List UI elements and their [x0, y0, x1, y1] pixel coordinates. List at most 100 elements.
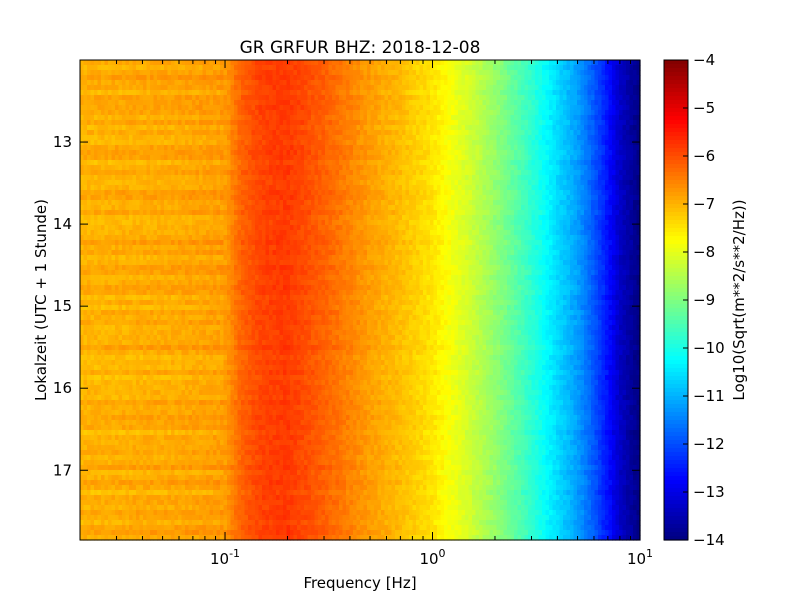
heatmap-cell: [342, 135, 347, 141]
heatmap-cell: [468, 120, 473, 126]
heatmap-cell: [482, 65, 487, 71]
heatmap-cell: [377, 155, 382, 161]
heatmap-cell: [90, 205, 95, 211]
heatmap-cell: [279, 160, 284, 166]
heatmap-cell: [556, 185, 561, 191]
heatmap-cell: [409, 75, 414, 81]
heatmap-cell: [412, 175, 417, 181]
heatmap-cell: [587, 115, 592, 121]
heatmap-cell: [500, 65, 505, 71]
heatmap-cell: [139, 155, 144, 161]
heatmap-cell: [160, 160, 165, 166]
heatmap-cell: [342, 200, 347, 206]
heatmap-cell: [87, 170, 92, 176]
heatmap-cell: [419, 120, 424, 126]
heatmap-cell: [125, 150, 130, 156]
heatmap-cell: [143, 175, 148, 181]
heatmap-cell: [178, 60, 183, 66]
heatmap-cell: [265, 200, 270, 206]
heatmap-cell: [524, 160, 529, 166]
heatmap-cell: [367, 200, 372, 206]
heatmap-cell: [272, 105, 277, 111]
heatmap-cell: [276, 170, 281, 176]
heatmap-cell: [181, 130, 186, 136]
heatmap-cell: [584, 100, 589, 106]
heatmap-cell: [174, 180, 179, 186]
heatmap-cell: [629, 140, 634, 146]
heatmap-cell: [318, 165, 323, 171]
heatmap-cell: [398, 70, 403, 76]
heatmap-cell: [594, 170, 599, 176]
heatmap-cell: [377, 65, 382, 71]
heatmap-cell: [563, 170, 568, 176]
heatmap-cell: [503, 165, 508, 171]
heatmap-cell: [468, 130, 473, 136]
heatmap-cell: [80, 100, 85, 106]
heatmap-cell: [489, 65, 494, 71]
heatmap-cell: [178, 105, 183, 111]
heatmap-cell: [265, 85, 270, 91]
heatmap-cell: [328, 105, 333, 111]
heatmap-cell: [402, 125, 407, 131]
heatmap-cell: [465, 115, 470, 121]
heatmap-cell: [479, 195, 484, 201]
heatmap-cell: [633, 75, 638, 81]
heatmap-cell: [202, 210, 207, 216]
heatmap-cell: [503, 210, 508, 216]
heatmap-cell: [381, 65, 386, 71]
heatmap-cell: [461, 140, 466, 146]
heatmap-cell: [346, 190, 351, 196]
heatmap-cell: [307, 210, 312, 216]
heatmap-cell: [626, 65, 631, 71]
heatmap-cell: [472, 70, 477, 76]
heatmap-cell: [272, 200, 277, 206]
heatmap-cell: [545, 125, 550, 131]
heatmap-cell: [125, 160, 130, 166]
heatmap-cell: [167, 200, 172, 206]
heatmap-cell: [321, 210, 326, 216]
heatmap-cell: [90, 90, 95, 96]
heatmap-cell: [129, 70, 134, 76]
heatmap-cell: [426, 95, 431, 101]
heatmap-cell: [423, 110, 428, 116]
heatmap-cell: [230, 90, 235, 96]
heatmap-cell: [475, 60, 480, 66]
heatmap-cell: [115, 195, 120, 201]
heatmap-cell: [220, 145, 225, 151]
heatmap-cell: [528, 95, 533, 101]
heatmap-cell: [479, 85, 484, 91]
heatmap-cell: [279, 175, 284, 181]
heatmap-cell: [171, 115, 176, 121]
heatmap-cell: [423, 160, 428, 166]
heatmap-cell: [290, 115, 295, 121]
heatmap-cell: [612, 75, 617, 81]
heatmap-cell: [535, 130, 540, 136]
heatmap-cell: [454, 165, 459, 171]
heatmap-cell: [83, 80, 88, 86]
heatmap-cell: [500, 70, 505, 76]
heatmap-cell: [556, 155, 561, 161]
heatmap-cell: [528, 180, 533, 186]
heatmap-cell: [220, 110, 225, 116]
heatmap-cell: [573, 210, 578, 216]
heatmap-cell: [283, 110, 288, 116]
heatmap-cell: [115, 210, 120, 216]
heatmap-cell: [290, 195, 295, 201]
heatmap-cell: [542, 140, 547, 146]
heatmap-cell: [321, 65, 326, 71]
heatmap-cell: [612, 80, 617, 86]
heatmap-cell: [472, 65, 477, 71]
heatmap-cell: [454, 75, 459, 81]
heatmap-cell: [419, 60, 424, 66]
heatmap-cell: [633, 140, 638, 146]
heatmap-cell: [213, 120, 218, 126]
heatmap-cell: [181, 190, 186, 196]
heatmap-cell: [489, 205, 494, 211]
heatmap-cell: [223, 80, 228, 86]
heatmap-cell: [139, 175, 144, 181]
heatmap-cell: [510, 165, 515, 171]
heatmap-cell: [545, 135, 550, 141]
heatmap-cell: [353, 135, 358, 141]
heatmap-cell: [594, 130, 599, 136]
heatmap-cell: [598, 125, 603, 131]
